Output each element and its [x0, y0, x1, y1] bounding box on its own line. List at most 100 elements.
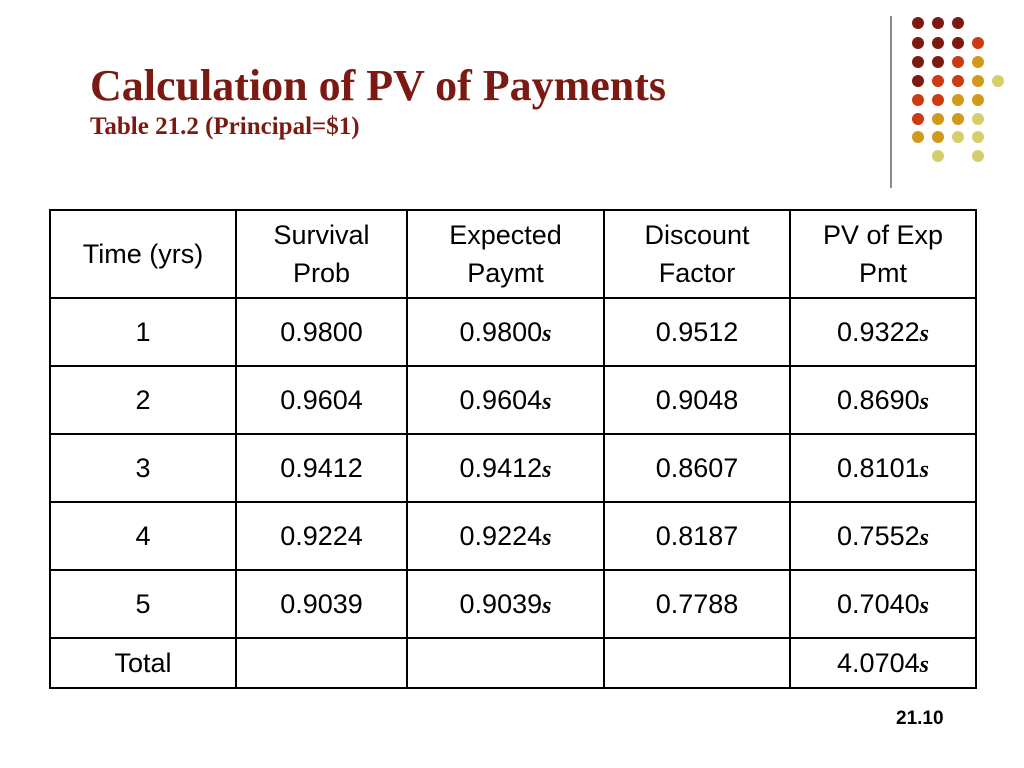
- cell-discount-factor: 0.9512: [603, 297, 791, 367]
- table-total-row: Total 4.0704s: [49, 637, 977, 689]
- decorative-dot: [952, 75, 964, 87]
- decorative-dot: [912, 56, 924, 68]
- table-row: 2 0.9604 0.9604s 0.9048 0.8690s: [49, 365, 977, 435]
- pv-value: 0.8690: [837, 384, 920, 415]
- slide-subtitle: Table 21.2 (Principal=$1): [90, 113, 360, 140]
- header-pv-line-1: PV of Exp: [822, 220, 944, 250]
- header-expected-line-2: Paymt: [467, 258, 544, 288]
- cell-empty: [235, 637, 408, 689]
- header-expected-payment: Expected Paymt: [406, 209, 605, 299]
- header-discount-line-1: Discount: [644, 220, 750, 250]
- cell-time: 2: [49, 365, 237, 435]
- decorative-dot: [912, 17, 924, 29]
- decorative-dot: [972, 56, 984, 68]
- header-survival-line-1: Survival: [273, 220, 370, 250]
- cell-expected-payment: 0.9412s: [406, 433, 605, 503]
- expected-unit: s: [542, 456, 552, 483]
- expected-unit: s: [542, 388, 552, 415]
- decorative-dot: [952, 94, 964, 106]
- decorative-dot: [972, 150, 984, 162]
- cell-time: 4: [49, 501, 237, 571]
- expected-value: 0.9800: [459, 316, 543, 347]
- cell-pv-expected-payment: 0.9322s: [789, 297, 977, 367]
- cell-empty: [603, 637, 791, 689]
- pv-value: 0.8101: [837, 452, 920, 483]
- cell-total-label: Total: [49, 637, 237, 689]
- cell-pv-expected-payment: 0.8690s: [789, 365, 977, 435]
- decorative-dot: [952, 37, 964, 49]
- header-time: Time (yrs): [49, 209, 237, 299]
- decorative-dot: [932, 75, 944, 87]
- cell-discount-factor: 0.8607: [603, 433, 791, 503]
- decorative-dot: [952, 113, 964, 125]
- title-block: Calculation of PV of Payments Table 21.2…: [90, 62, 666, 142]
- cell-expected-payment: 0.9039s: [406, 569, 605, 639]
- cell-pv-expected-payment: 0.7040s: [789, 569, 977, 639]
- pv-unit: s: [919, 388, 929, 415]
- expected-unit: s: [542, 592, 552, 619]
- decorative-dot: [932, 37, 944, 49]
- decorative-dot: [912, 94, 924, 106]
- header-discount-line-2: Factor: [658, 258, 736, 288]
- cell-expected-payment: 0.9224s: [406, 501, 605, 571]
- decorative-dot: [972, 131, 984, 143]
- page-number: 21.10: [896, 708, 944, 729]
- cell-expected-payment: 0.9604s: [406, 365, 605, 435]
- table-row: 5 0.9039 0.9039s 0.7788 0.7040s: [49, 569, 977, 639]
- cell-survival-prob: 0.9412: [235, 433, 408, 503]
- table-row: 4 0.9224 0.9224s 0.8187 0.7552s: [49, 501, 977, 571]
- cell-survival-prob: 0.9224: [235, 501, 408, 571]
- header-survival-line-2: Prob: [292, 258, 351, 288]
- decorative-dot: [972, 94, 984, 106]
- table-header-row: Time (yrs) Survival Prob Expected Paymt …: [49, 209, 977, 299]
- decorative-dot: [992, 75, 1004, 87]
- table-row: 1 0.9800 0.9800s 0.9512 0.9322s: [49, 297, 977, 367]
- decorative-dot: [932, 131, 944, 143]
- cell-time: 5: [49, 569, 237, 639]
- header-pv-line-2: Pmt: [858, 258, 907, 288]
- decorative-dot: [952, 56, 964, 68]
- decorative-dot: [912, 37, 924, 49]
- header-discount-factor: Discount Factor: [603, 209, 791, 299]
- cell-discount-factor: 0.8187: [603, 501, 791, 571]
- cell-time: 1: [49, 297, 237, 367]
- cell-total-pv: 4.0704s: [789, 637, 977, 689]
- cell-empty: [406, 637, 605, 689]
- expected-value: 0.9604: [459, 384, 543, 415]
- decorative-dot: [932, 94, 944, 106]
- expected-unit: s: [542, 524, 552, 551]
- cell-survival-prob: 0.9039: [235, 569, 408, 639]
- total-pv-unit: s: [919, 651, 929, 678]
- decorative-dot: [912, 113, 924, 125]
- expected-value: 0.9412: [459, 452, 543, 483]
- cell-time: 3: [49, 433, 237, 503]
- pv-unit: s: [919, 524, 929, 551]
- cell-discount-factor: 0.7788: [603, 569, 791, 639]
- decorative-dot: [972, 75, 984, 87]
- slide-title: Calculation of PV of Payments: [90, 61, 667, 110]
- pv-unit: s: [919, 320, 929, 347]
- pv-payments-table: Time (yrs) Survival Prob Expected Paymt …: [49, 209, 977, 689]
- total-pv-value: 4.0704: [837, 647, 920, 678]
- decorative-dot: [972, 113, 984, 125]
- pv-unit: s: [919, 592, 929, 619]
- cell-survival-prob: 0.9604: [235, 365, 408, 435]
- decorative-dot: [912, 131, 924, 143]
- expected-value: 0.9039: [459, 588, 543, 619]
- decorative-dot: [932, 17, 944, 29]
- pv-value: 0.9322: [837, 316, 920, 347]
- decorative-dot: [972, 37, 984, 49]
- decorative-dot: [952, 131, 964, 143]
- decorative-dot: [932, 56, 944, 68]
- divider-line: [890, 16, 892, 188]
- decorative-dot: [932, 113, 944, 125]
- cell-survival-prob: 0.9800: [235, 297, 408, 367]
- expected-value: 0.9224: [459, 520, 543, 551]
- header-expected-line-1: Expected: [449, 220, 562, 250]
- cell-pv-expected-payment: 0.8101s: [789, 433, 977, 503]
- header-survival-prob: Survival Prob: [235, 209, 408, 299]
- decorative-dot: [912, 75, 924, 87]
- pv-value: 0.7040: [837, 588, 920, 619]
- expected-unit: s: [542, 320, 552, 347]
- cell-discount-factor: 0.9048: [603, 365, 791, 435]
